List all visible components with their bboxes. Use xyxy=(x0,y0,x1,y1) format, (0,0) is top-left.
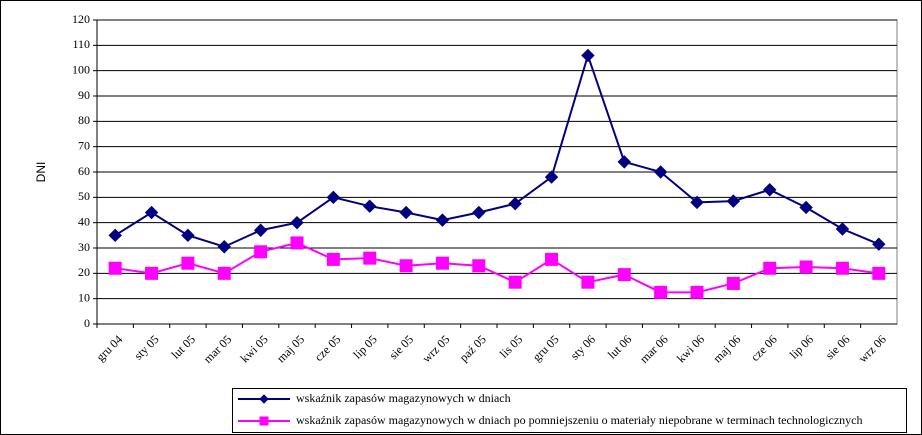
data-point xyxy=(835,222,850,236)
data-point xyxy=(435,256,449,270)
legend-marker xyxy=(259,416,269,426)
data-point xyxy=(872,266,886,280)
data-point xyxy=(545,252,559,266)
data-point xyxy=(581,275,595,289)
data-point xyxy=(181,228,195,243)
data-point xyxy=(799,260,813,274)
y-tick-label: 30 xyxy=(78,240,90,254)
y-tick-label: 120 xyxy=(72,12,90,26)
y-tick-label: 20 xyxy=(78,265,90,279)
y-tick-label: 0 xyxy=(84,316,90,330)
legend-label: wskaźnik zapasów magazynowych w dniach p… xyxy=(296,413,862,427)
data-point xyxy=(217,266,231,280)
data-point xyxy=(835,261,849,275)
data-point xyxy=(544,170,559,184)
data-point xyxy=(217,240,231,254)
y-tick-label: 10 xyxy=(78,290,90,304)
y-axis-label: DNI xyxy=(34,162,48,183)
data-point xyxy=(363,199,377,213)
data-point xyxy=(654,285,668,299)
data-point xyxy=(399,205,413,220)
data-point xyxy=(726,194,741,208)
data-point xyxy=(799,200,813,215)
data-point xyxy=(653,165,668,179)
y-tick-label: 50 xyxy=(78,189,90,203)
data-point xyxy=(617,155,631,169)
y-tick-label: 80 xyxy=(78,113,90,127)
legend-marker xyxy=(259,394,269,404)
data-point xyxy=(363,251,377,265)
data-point xyxy=(690,195,704,210)
data-point xyxy=(472,205,486,220)
data-point xyxy=(144,205,159,220)
data-point xyxy=(763,183,777,197)
data-point xyxy=(581,48,595,63)
data-point xyxy=(399,259,413,273)
legend-label: wskaźnik zapasów magazynowych w dniach xyxy=(296,391,511,405)
data-point xyxy=(108,261,122,275)
y-tick-label: 90 xyxy=(78,88,90,102)
data-point xyxy=(145,266,159,280)
data-point xyxy=(326,252,340,266)
data-point xyxy=(181,256,195,270)
y-tick-label: 70 xyxy=(78,138,90,152)
data-point xyxy=(726,276,740,290)
y-tick-label: 100 xyxy=(72,62,90,76)
data-point xyxy=(872,237,886,251)
y-tick-label: 110 xyxy=(72,37,90,51)
series-line xyxy=(115,241,879,294)
data-point xyxy=(290,215,304,230)
data-point xyxy=(108,228,122,243)
y-tick-label: 60 xyxy=(78,164,90,178)
data-point xyxy=(508,275,522,289)
data-point xyxy=(617,268,631,282)
data-point xyxy=(690,285,704,299)
data-point xyxy=(435,213,450,227)
data-point xyxy=(254,245,268,259)
data-point xyxy=(508,196,522,211)
data-point xyxy=(326,190,341,205)
data-point xyxy=(253,223,268,237)
data-point xyxy=(763,261,777,275)
data-point xyxy=(472,259,486,273)
y-tick-label: 40 xyxy=(78,214,90,228)
data-point xyxy=(290,236,304,250)
series-line xyxy=(114,52,880,248)
legend xyxy=(232,388,907,433)
